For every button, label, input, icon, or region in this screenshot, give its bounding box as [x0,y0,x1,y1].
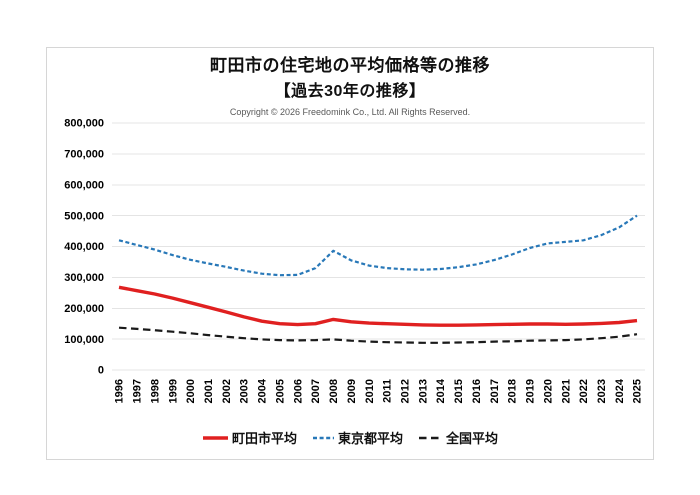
y-axis-tick-label: 300,000 [64,272,104,284]
x-axis-tick-label: 2011 [382,379,394,403]
series-line-2 [118,326,638,344]
y-axis-tick-label: 800,000 [64,118,104,130]
legend-item-machida: 町田市平均 [202,428,297,447]
x-axis-tick-label: 2025 [632,379,644,403]
legend: 町田市平均 東京都平均 全国平均 [47,428,653,447]
x-axis-tick-label: 2007 [310,379,322,403]
x-axis-tick-label: 2019 [525,379,537,403]
chart-header: 町田市の住宅地の平均価格等の推移 【過去30年の推移】 Copyright © … [47,54,653,119]
x-axis-tick-label: 1996 [114,379,126,403]
x-axis-tick-label: 2018 [507,379,519,403]
legend-label-machida: 町田市平均 [231,431,297,446]
chart-title: 町田市の住宅地の平均価格等の推移 [210,56,490,75]
y-axis-tick-label: 500,000 [64,210,104,222]
legend-label-tokyo: 東京都平均 [337,431,403,446]
chart-frame: 0 100,000 200,000 300,000 400,000 500,000 600,… [46,47,654,460]
legend-line-short-dash-icon [312,436,334,439]
series-line-0 [118,285,638,327]
plot-svg: 0 100,000 200,000 300,000 400,000 500,000 600,… [64,118,645,403]
x-axis-tick-label: 2000 [185,379,197,403]
y-axis-tick-label: 0 [98,365,104,377]
legend-line-long-dash-icon [419,436,442,439]
x-axis-tick-label: 1998 [149,379,161,403]
legend-line-solid-icon [202,435,228,440]
x-axis-tick-label: 2022 [578,379,590,403]
x-axis-tick-label: 2015 [453,379,465,403]
x-axis-tick-label: 2023 [596,379,608,403]
x-axis-tick-label: 1997 [132,379,144,403]
x-axis-tick-label: 2010 [364,379,376,403]
x-axis-tick-label: 2012 [400,379,412,403]
y-axis-tick-label: 400,000 [64,241,104,253]
legend-item-national: 全国平均 [418,428,498,447]
y-axis-tick-label: 600,000 [64,180,104,192]
x-axis-tick-label: 2017 [489,379,501,403]
x-axis-tick-label: 2014 [435,378,447,403]
x-axis-tick-label: 2021 [560,379,572,403]
x-axis-tick-label: 2020 [542,379,554,403]
x-axis-tick-label: 2002 [221,379,233,403]
legend-label-national: 全国平均 [446,431,499,446]
x-axis-tick-label: 2013 [417,379,429,403]
y-axis-tick-label: 700,000 [64,149,104,161]
chart-subtitle: 【過去30年の推移】 [274,83,426,100]
copyright-text: Copyright © 2026 Freedomink Co., Ltd. Al… [229,107,471,117]
x-axis-tick-label: 2005 [275,379,287,403]
x-axis-tick-label: 1999 [167,379,179,403]
x-axis-tick-label: 2016 [471,379,483,403]
x-axis-tick-label: 2004 [257,378,269,403]
x-axis-tick-label: 2008 [328,379,340,403]
x-axis-tick-label: 2001 [203,379,215,403]
y-axis-tick-label: 100,000 [64,334,104,346]
y-axis-tick-label: 200,000 [64,303,104,315]
x-axis-tick-label: 2006 [292,379,304,403]
legend-item-tokyo: 東京都平均 [312,428,403,447]
series-line-1 [118,214,638,277]
x-axis-tick-label: 2003 [239,379,251,403]
x-axis-tick-label: 2009 [346,379,358,403]
x-axis-tick-label: 2024 [614,378,626,403]
